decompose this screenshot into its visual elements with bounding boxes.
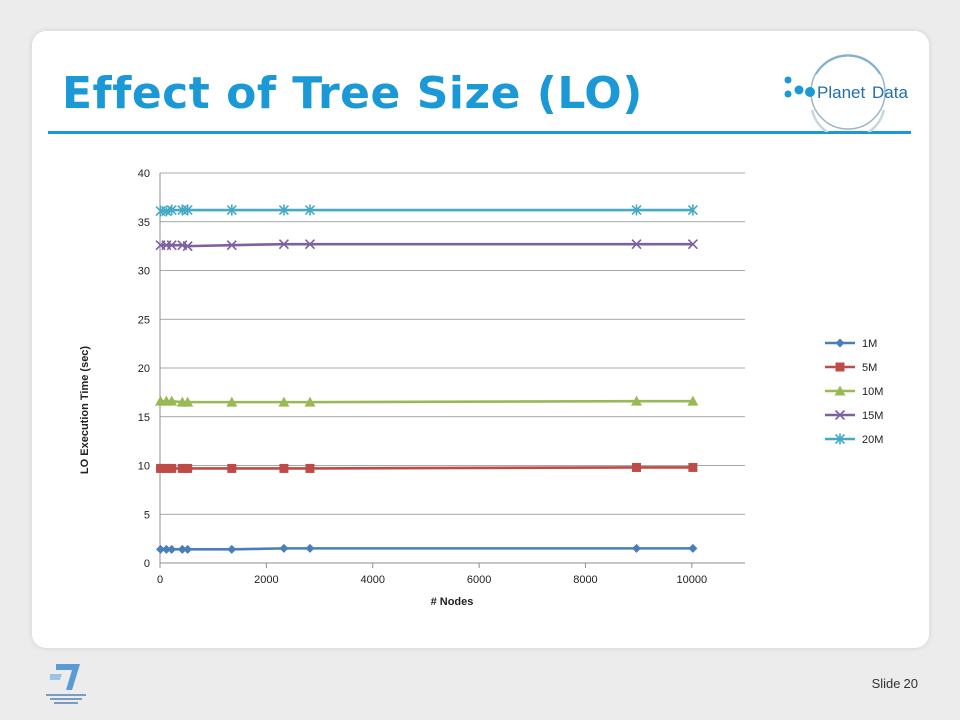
series-line — [160, 208, 693, 213]
data-point — [183, 544, 193, 554]
data-point — [632, 462, 642, 472]
data-point — [687, 239, 698, 250]
data-point — [304, 239, 316, 250]
data-point — [278, 239, 289, 250]
series-15M — [155, 239, 698, 252]
y-tick-label: 40 — [138, 168, 150, 180]
series-line — [160, 466, 693, 470]
series-20M — [155, 204, 698, 217]
data-point — [177, 544, 187, 554]
data-point — [177, 463, 187, 473]
execution-time-chart: 0 5 10 15 20 25 30 35 40 0 2000 4000 6000 8000 10000 1… — [79, 168, 883, 608]
data-point — [161, 544, 171, 554]
slide-label: Slide — [871, 676, 901, 691]
data-point — [166, 395, 178, 406]
y-tick-label: 10 — [138, 461, 150, 473]
data-point — [182, 241, 193, 252]
series-line — [160, 399, 693, 404]
data-point — [687, 204, 698, 216]
data-point — [304, 396, 316, 407]
y-tick-label: 15 — [138, 412, 150, 424]
y-tick-label: 25 — [138, 314, 150, 326]
title-underline — [48, 131, 911, 134]
legend-label: 5M — [862, 362, 877, 374]
data-point — [182, 396, 194, 407]
data-point — [167, 463, 177, 473]
x-tick-label: 2000 — [254, 574, 278, 586]
y-axis-label: LO Execution Time (sec) — [79, 346, 91, 475]
gridlines — [160, 172, 745, 515]
data-point — [156, 463, 166, 473]
axes: 0 5 10 15 20 25 30 35 40 0 2000 4000 6000 8000 10000 — [138, 168, 745, 586]
slide-number: Slide 20 — [869, 676, 918, 691]
data-point — [166, 204, 177, 216]
data-point — [688, 462, 698, 472]
y-tick-label: 5 — [144, 509, 150, 521]
data-point — [304, 204, 316, 216]
data-point — [631, 204, 642, 216]
slide-title: Effect of Tree Size (LO) — [62, 68, 643, 119]
legend-marker — [835, 338, 845, 348]
legend-label: 10M — [862, 386, 883, 398]
legend-label: 20M — [862, 434, 883, 446]
data-point — [688, 543, 698, 553]
legend-marker — [835, 362, 845, 372]
data-point — [226, 204, 237, 216]
data-point — [631, 239, 642, 250]
data-point — [631, 395, 643, 406]
series-1M — [156, 543, 698, 554]
slide-number-value: 20 — [903, 676, 918, 691]
data-point — [227, 463, 237, 473]
data-point — [278, 396, 290, 407]
series-line — [160, 242, 693, 248]
legend: 1M 5M 10M 15M 20M — [825, 338, 883, 446]
x-tick-label: 4000 — [360, 574, 384, 586]
planet-data-logo: Planet Data — [784, 54, 908, 132]
y-tick-label: 20 — [138, 363, 150, 375]
data-point — [167, 544, 177, 554]
x-axis-label: # Nodes — [431, 596, 474, 608]
series-10M — [155, 395, 699, 407]
x-tick-label: 8000 — [573, 574, 597, 586]
data-point — [305, 543, 315, 553]
data-point — [632, 543, 642, 553]
legend-label: 15M — [862, 410, 883, 422]
x-tick-label: 10000 — [677, 574, 708, 586]
data-point — [226, 396, 238, 407]
y-tick-label: 35 — [138, 217, 150, 229]
data-point — [278, 204, 289, 216]
series-line — [160, 547, 693, 551]
svg-text:Data: Data — [872, 83, 908, 102]
legend-label: 1M — [862, 338, 877, 350]
data-point — [183, 463, 193, 473]
svg-text:Planet: Planet — [817, 83, 865, 102]
data-point — [687, 395, 699, 406]
y-tick-label: 0 — [144, 558, 150, 570]
legend-marker — [834, 409, 846, 421]
data-point — [166, 240, 177, 251]
data-point — [279, 463, 289, 473]
data-point — [227, 544, 237, 554]
data-point — [226, 240, 237, 251]
fp7-logo — [46, 664, 86, 704]
data-point — [305, 463, 315, 473]
data-point — [156, 544, 166, 554]
data-series — [155, 204, 699, 554]
data-point — [182, 204, 193, 216]
series-5M — [156, 462, 698, 473]
legend-marker — [834, 433, 846, 445]
data-point — [161, 463, 171, 473]
data-point — [279, 543, 289, 553]
y-tick-label: 30 — [138, 266, 150, 278]
x-tick-label: 6000 — [467, 574, 491, 586]
x-tick-label: 0 — [157, 574, 163, 586]
legend-marker — [834, 385, 846, 396]
